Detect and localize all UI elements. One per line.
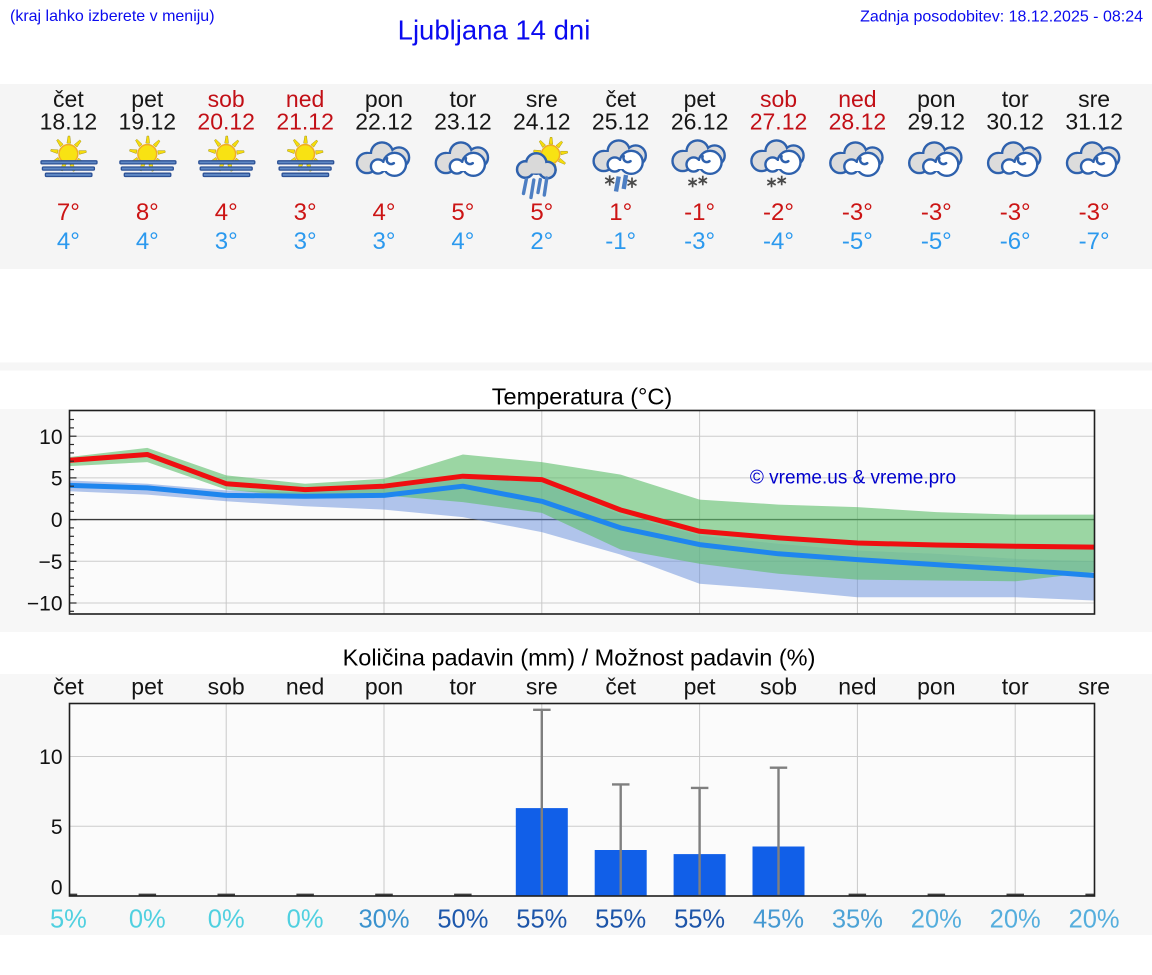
svg-text:20%: 20% [1069,906,1120,934]
svg-text:0%: 0% [208,906,245,934]
svg-text:5°: 5° [451,199,474,226]
svg-text:-5°: -5° [842,228,873,255]
svg-text:45%: 45% [753,906,804,934]
svg-text:sre: sre [526,674,558,700]
svg-text:3°: 3° [294,199,317,226]
svg-text:-3°: -3° [1000,199,1031,226]
svg-text:Količina padavin (mm) / Možnos: Količina padavin (mm) / Možnost padavin … [343,645,816,671]
svg-text:Temperatura (°C): Temperatura (°C) [492,384,672,410]
svg-text:Ljubljana 14 dni: Ljubljana 14 dni [398,15,591,46]
svg-text:pet: pet [684,674,717,700]
svg-text:21.12: 21.12 [276,109,334,135]
svg-text:čet: čet [605,674,636,700]
svg-text:24.12: 24.12 [513,109,571,135]
svg-text:0: 0 [51,509,63,532]
svg-text:31.12: 31.12 [1065,109,1123,135]
svg-text:55%: 55% [674,906,725,934]
svg-text:čet: čet [53,86,84,112]
svg-text:tor: tor [1002,674,1029,700]
svg-text:55%: 55% [595,906,646,934]
svg-text:29.12: 29.12 [908,109,966,135]
svg-text:sob: sob [760,86,797,112]
svg-text:-6°: -6° [1000,228,1031,255]
svg-text:25.12: 25.12 [592,109,650,135]
svg-text:ned: ned [838,674,876,700]
svg-text:sob: sob [208,674,245,700]
svg-text:28.12: 28.12 [829,109,887,135]
svg-text:3°: 3° [294,228,317,255]
svg-text:50%: 50% [437,906,488,934]
svg-text:22.12: 22.12 [355,109,413,135]
svg-text:-2°: -2° [763,199,794,226]
svg-text:20%: 20% [911,906,962,934]
svg-text:pet: pet [131,674,164,700]
svg-text:-3°: -3° [684,228,715,255]
svg-text:© vreme.us & vreme.pro: © vreme.us & vreme.pro [750,468,956,489]
svg-text:pet: pet [684,86,717,112]
svg-text:4°: 4° [57,228,80,255]
svg-text:pon: pon [365,674,403,700]
svg-text:18.12: 18.12 [40,109,98,135]
svg-text:0: 0 [51,877,63,900]
svg-text:-1°: -1° [684,199,715,226]
svg-text:30%: 30% [358,906,409,934]
svg-text:10: 10 [39,746,62,769]
svg-text:5: 5 [51,468,63,491]
svg-text:35%: 35% [832,906,883,934]
svg-text:-1°: -1° [605,228,636,255]
svg-text:5°: 5° [530,199,553,226]
svg-text:-3°: -3° [921,199,952,226]
svg-text:−5: −5 [39,551,63,574]
svg-text:7°: 7° [57,199,80,226]
svg-text:3°: 3° [215,228,238,255]
svg-text:pet: pet [131,86,164,112]
svg-text:pon: pon [917,674,955,700]
svg-text:(kraj lahko izberete v meniju): (kraj lahko izberete v meniju) [10,8,215,25]
svg-text:19.12: 19.12 [119,109,177,135]
svg-text:27.12: 27.12 [750,109,808,135]
svg-text:3°: 3° [373,228,396,255]
svg-text:tor: tor [1002,86,1029,112]
svg-text:pon: pon [365,86,403,112]
svg-text:20.12: 20.12 [197,109,255,135]
svg-text:ned: ned [286,674,324,700]
svg-text:sob: sob [760,674,797,700]
svg-text:2°: 2° [530,228,553,255]
svg-text:-3°: -3° [1079,199,1110,226]
svg-text:4°: 4° [373,199,396,226]
svg-text:Zadnja posodobitev: 18.12.2025: Zadnja posodobitev: 18.12.2025 - 08:24 [860,9,1143,26]
svg-text:čet: čet [605,86,636,112]
svg-text:20%: 20% [990,906,1041,934]
svg-text:55%: 55% [516,906,567,934]
svg-text:26.12: 26.12 [671,109,729,135]
svg-text:-7°: -7° [1079,228,1110,255]
svg-text:4°: 4° [136,228,159,255]
svg-text:30.12: 30.12 [986,109,1044,135]
svg-text:4°: 4° [215,199,238,226]
svg-text:sre: sre [1078,674,1110,700]
svg-text:-5°: -5° [921,228,952,255]
svg-text:ned: ned [838,86,876,112]
svg-text:-4°: -4° [763,228,794,255]
svg-text:sre: sre [526,86,558,112]
svg-text:-3°: -3° [842,199,873,226]
svg-text:tor: tor [449,674,476,700]
svg-text:tor: tor [449,86,476,112]
svg-text:4°: 4° [451,228,474,255]
svg-text:5%: 5% [50,906,87,934]
svg-text:8°: 8° [136,199,159,226]
svg-text:23.12: 23.12 [434,109,492,135]
svg-text:−10: −10 [27,593,63,616]
svg-text:čet: čet [53,674,84,700]
svg-text:10: 10 [39,426,62,449]
svg-text:5: 5 [51,816,63,839]
svg-text:0%: 0% [129,906,166,934]
svg-text:pon: pon [917,86,955,112]
svg-text:sre: sre [1078,86,1110,112]
svg-text:0%: 0% [287,906,324,934]
svg-text:ned: ned [286,86,324,112]
svg-text:sob: sob [208,86,245,112]
svg-text:1°: 1° [609,199,632,226]
